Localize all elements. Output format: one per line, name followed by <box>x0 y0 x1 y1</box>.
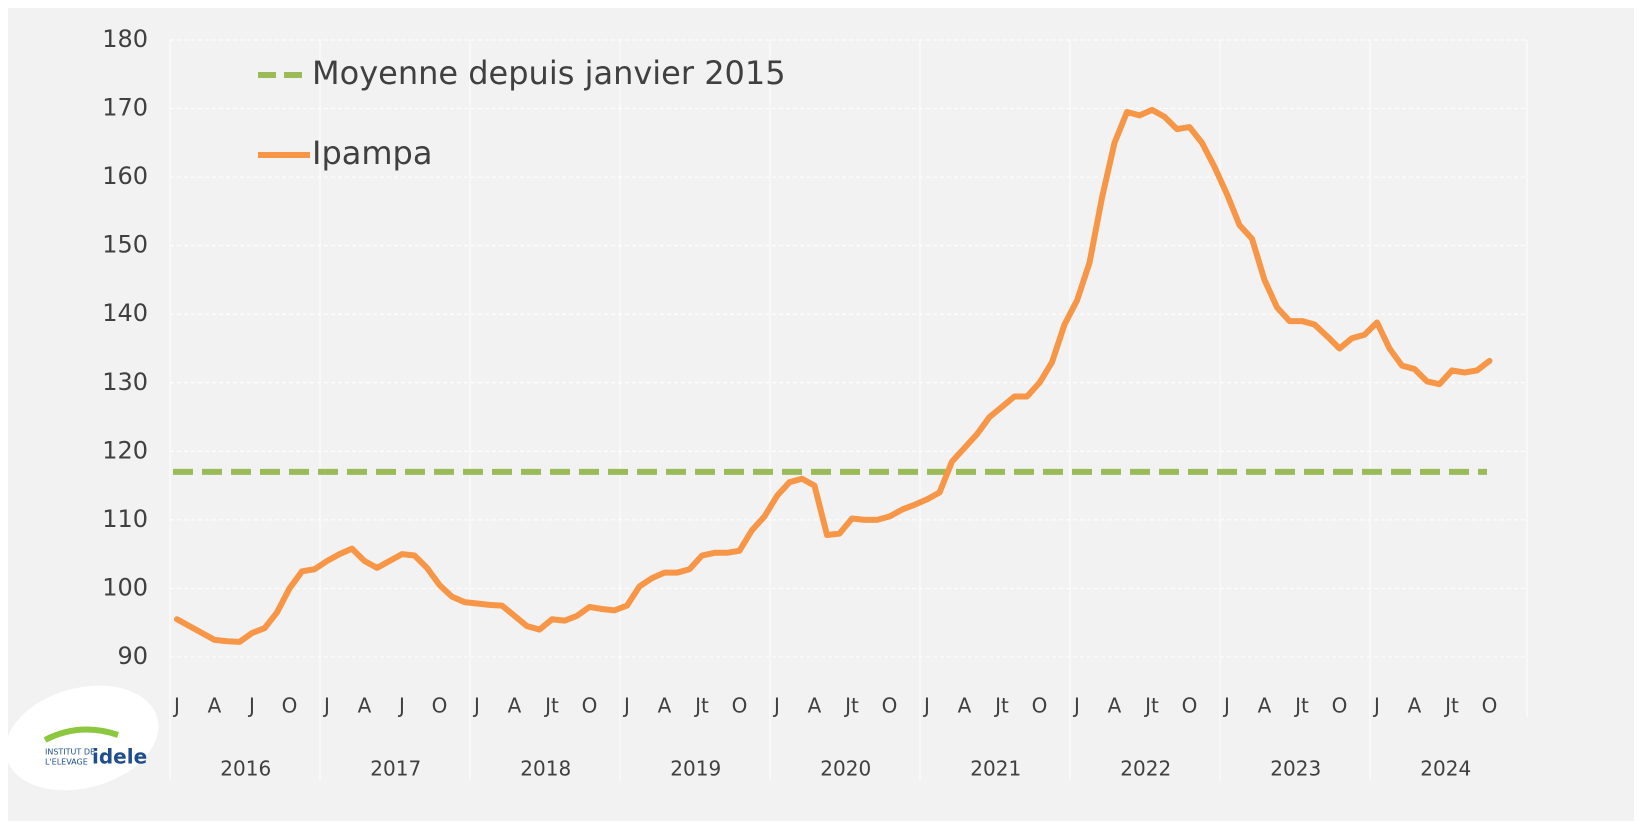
x-tick-label: A <box>1108 694 1122 718</box>
y-tick-label: 180 <box>102 25 148 53</box>
x-tick-label: J <box>472 694 480 718</box>
year-label: 2018 <box>520 757 571 781</box>
data-line <box>174 106 1493 645</box>
x-tick-label: A <box>358 694 372 718</box>
x-tick-label: J <box>322 694 330 718</box>
x-tick-label: O <box>1482 694 1498 718</box>
x-tick-label: J <box>922 694 930 718</box>
x-tick-label: O <box>1182 694 1198 718</box>
x-tick-label: J <box>1072 694 1080 718</box>
x-tick-label: J <box>1372 694 1380 718</box>
year-label: 2017 <box>370 757 421 781</box>
logo: INSTITUT DE L'ELEVAGE idele <box>5 685 159 791</box>
year-label: 2024 <box>1420 757 1471 781</box>
x-tick-label: O <box>1032 694 1048 718</box>
x-tick-label: A <box>658 694 672 718</box>
chart-background <box>8 8 1634 821</box>
x-tick-label: J <box>247 694 255 718</box>
x-tick-label: J <box>397 694 405 718</box>
x-tick-label: J <box>172 694 180 718</box>
year-label: 2023 <box>1270 757 1321 781</box>
legend-label: Moyenne depuis janvier 2015 <box>312 54 786 92</box>
logo-text: INSTITUT DE <box>45 748 95 757</box>
year-label: 2021 <box>970 757 1021 781</box>
year-label: 2020 <box>820 757 871 781</box>
y-tick-label: 150 <box>102 231 148 259</box>
y-tick-label: 100 <box>102 573 148 601</box>
y-tick-label: 140 <box>102 299 148 327</box>
x-tick-label: Jt <box>693 694 709 718</box>
x-tick-label: A <box>958 694 972 718</box>
logo-swoosh <box>43 726 119 743</box>
logo-brand: idele <box>92 745 147 769</box>
y-tick-label: 130 <box>102 368 148 396</box>
x-tick-label: A <box>508 694 522 718</box>
y-tick-label: 110 <box>102 505 148 533</box>
year-label: 2022 <box>1120 757 1171 781</box>
x-tick-label: Jt <box>543 694 559 718</box>
y-tick-label: 90 <box>117 642 148 670</box>
x-tick-label: Jt <box>1143 694 1159 718</box>
legend-label: Ipampa <box>312 134 432 172</box>
x-tick-label: O <box>882 694 898 718</box>
x-tick-label: J <box>1222 694 1230 718</box>
x-tick-label: Jt <box>993 694 1009 718</box>
x-tick-label: Jt <box>1443 694 1459 718</box>
x-tick-label: A <box>208 694 222 718</box>
x-tick-label: A <box>1408 694 1422 718</box>
x-tick-label: O <box>282 694 298 718</box>
logo-text: L'ELEVAGE <box>45 758 88 767</box>
year-label: 2016 <box>220 757 271 781</box>
x-tick-label: O <box>1332 694 1348 718</box>
y-tick-label: 120 <box>102 436 148 464</box>
x-tick-label: Jt <box>1293 694 1309 718</box>
x-tick-label: Jt <box>843 694 859 718</box>
x-tick-label: A <box>808 694 822 718</box>
x-tick-label: O <box>432 694 448 718</box>
x-tick-label: O <box>582 694 598 718</box>
x-tick-label: O <box>732 694 748 718</box>
y-tick-label: 160 <box>102 162 148 190</box>
logo-badge <box>5 685 159 791</box>
year-label: 2019 <box>670 757 721 781</box>
x-tick-label: J <box>772 694 780 718</box>
x-tick-label: A <box>1258 694 1272 718</box>
x-tick-label: J <box>622 694 630 718</box>
y-tick-label: 170 <box>102 94 148 122</box>
